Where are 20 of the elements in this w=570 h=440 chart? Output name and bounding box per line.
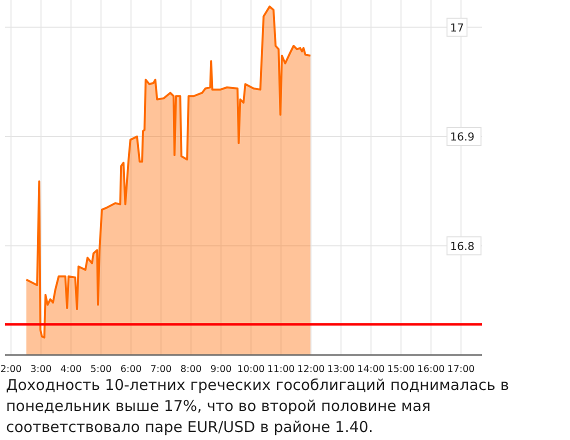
x-tick-label: 5:00	[90, 364, 112, 375]
x-tick-label: 17:00	[447, 364, 475, 375]
x-tick-label: 12:00	[297, 364, 325, 375]
x-tick-label: 13:00	[327, 364, 355, 375]
x-tick-label: 14:00	[357, 364, 385, 375]
y-tick-label: 17	[450, 21, 464, 34]
x-tick-label: 10:00	[237, 364, 265, 375]
x-tick-label: 11:00	[267, 364, 295, 375]
x-tick-label: 7:00	[150, 364, 172, 375]
x-tick-label: 6:00	[120, 364, 142, 375]
x-tick-label: 4:00	[60, 364, 82, 375]
x-tick-label: 8:00	[180, 364, 202, 375]
y-tick-label: 16.8	[450, 240, 474, 253]
x-tick-label: 9:00	[210, 364, 232, 375]
text: Доходность 10-летних греческих гособлигаций поднималась в понедельник выше 17%, что во второй половине мая соответствовало паре EUR/USD в районе 1.40.	[6, 376, 510, 436]
x-tick-label: 15:00	[387, 364, 415, 375]
x-tick-label: 2:00	[0, 364, 22, 375]
x-tick-label: 16:00	[417, 364, 445, 375]
y-tick-label: 16.9	[450, 130, 474, 144]
x-tick-label: 3:00	[30, 364, 52, 375]
